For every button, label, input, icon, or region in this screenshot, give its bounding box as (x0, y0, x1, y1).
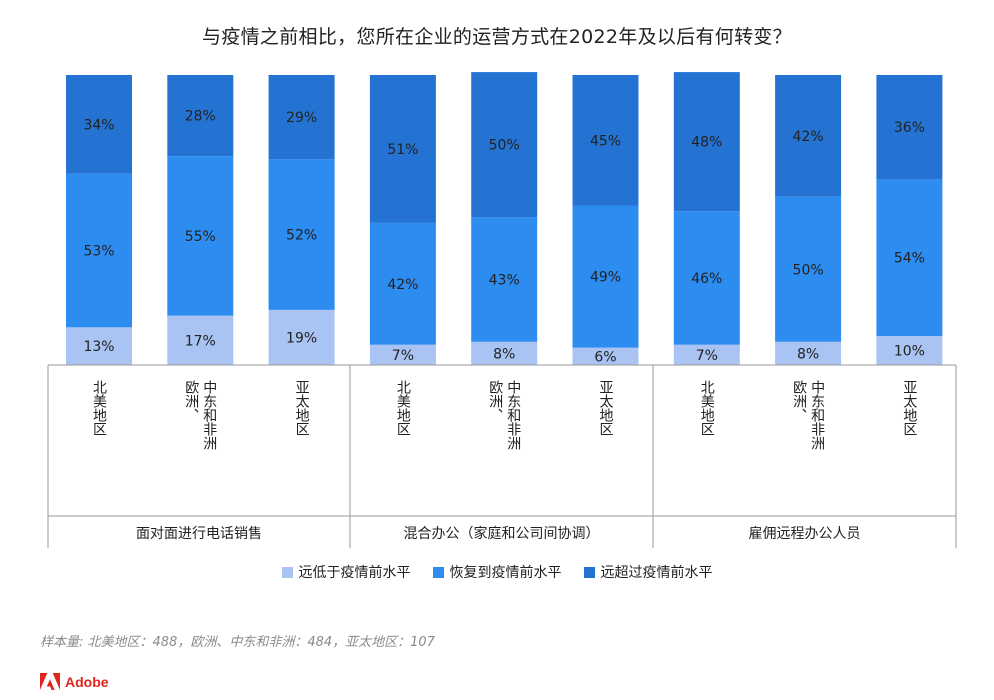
data-label: 7% (696, 348, 718, 364)
bar-segment (66, 327, 132, 365)
bar-segment (369, 75, 436, 223)
bar-segment (876, 179, 943, 336)
bar-segment (673, 211, 740, 345)
category-label: 亚太地区 (901, 380, 917, 436)
chart-title: 与疫情之前相比，您所在企业的运营方式在2022年及以后有何转变？ (202, 26, 792, 48)
bar-segment (673, 72, 740, 212)
category-label: 欧洲、 (791, 380, 807, 422)
bar-segment (775, 196, 842, 342)
bar-segment (167, 315, 234, 365)
data-label: 42% (793, 129, 824, 145)
bar-segment (369, 222, 436, 345)
legend-swatch-above (583, 566, 595, 578)
bar-segment (572, 75, 639, 206)
data-label: 6% (594, 349, 616, 365)
group-label: 混合办公（家庭和公司间协调） (404, 525, 600, 542)
category-label: 中东和非洲 (809, 380, 825, 450)
bar-segment (775, 75, 842, 197)
legend-label-restored: 恢复到疫情前水平 (449, 565, 562, 581)
brand-name: Adobe (65, 673, 109, 690)
bar-segment (66, 173, 132, 328)
data-label: 50% (489, 138, 520, 154)
data-label: 51% (387, 142, 418, 158)
category-label: 北美地区 (91, 380, 107, 436)
group-label: 雇佣远程办公人员 (749, 525, 861, 542)
category-label: 亚太地区 (598, 380, 614, 436)
data-label: 34% (83, 117, 114, 133)
bar-segment (167, 156, 234, 316)
data-label: 28% (185, 109, 216, 125)
bar-segment (268, 75, 335, 160)
data-label: 43% (489, 272, 520, 288)
legend-item-above: 远超过疫情前水平 (583, 562, 713, 582)
data-label: 10% (894, 344, 925, 360)
legend-item-restored: 恢复到疫情前水平 (432, 562, 562, 582)
category-label: 北美地区 (699, 380, 715, 436)
sample-size-footnote: 样本量: 北美地区：488，欧洲、中东和非洲：484，亚太地区：107 (40, 635, 435, 650)
bar-segment (66, 75, 132, 174)
bar-segment (876, 336, 943, 365)
category-label: 中东和非洲 (201, 380, 217, 450)
bar-segment (167, 75, 234, 157)
category-label: 中东和非洲 (505, 380, 521, 450)
data-label: 7% (392, 348, 414, 364)
bar-segment (572, 205, 639, 348)
bar-segment (369, 344, 436, 365)
adobe-logo-icon (40, 673, 60, 690)
bar-segment (673, 344, 740, 365)
data-label: 36% (894, 120, 925, 136)
legend-label-below: 远低于疫情前水平 (298, 565, 411, 581)
adobe-brand: Adobe (40, 673, 109, 690)
data-label: 55% (185, 229, 216, 245)
data-label: 13% (83, 339, 114, 355)
data-label: 46% (691, 271, 722, 287)
data-label: 54% (894, 251, 925, 267)
data-label: 52% (286, 228, 317, 244)
bar-segment (268, 309, 335, 365)
data-label: 8% (493, 346, 515, 362)
bar-segment (471, 341, 538, 365)
bar-segment (471, 72, 538, 218)
bar-segment (268, 159, 335, 310)
bar-segment (876, 75, 943, 180)
group-label: 面对面进行电话销售 (136, 526, 262, 542)
data-label: 50% (793, 262, 824, 278)
category-label: 亚太地区 (294, 380, 310, 436)
bar-segment (572, 347, 639, 365)
bar-segment (471, 217, 538, 342)
legend-item-below: 远低于疫情前水平 (281, 562, 411, 582)
category-label: 北美地区 (395, 380, 411, 436)
data-label: 42% (387, 277, 418, 293)
bar-segment (775, 341, 842, 365)
data-label: 48% (691, 135, 722, 151)
data-label: 29% (286, 110, 317, 126)
data-label: 19% (286, 330, 317, 346)
data-label: 45% (590, 133, 621, 149)
legend-swatch-below (281, 566, 293, 578)
data-label: 49% (590, 270, 621, 286)
chart-legend: 远低于疫情前水平 恢复到疫情前水平 远超过疫情前水平 (0, 562, 994, 582)
legend-swatch-restored (432, 566, 444, 578)
legend-label-above: 远超过疫情前水平 (600, 565, 713, 581)
data-label: 53% (83, 243, 114, 259)
data-label: 8% (797, 346, 819, 362)
category-label: 欧洲、 (487, 380, 503, 422)
category-label: 欧洲、 (183, 380, 199, 422)
data-label: 17% (185, 333, 216, 349)
